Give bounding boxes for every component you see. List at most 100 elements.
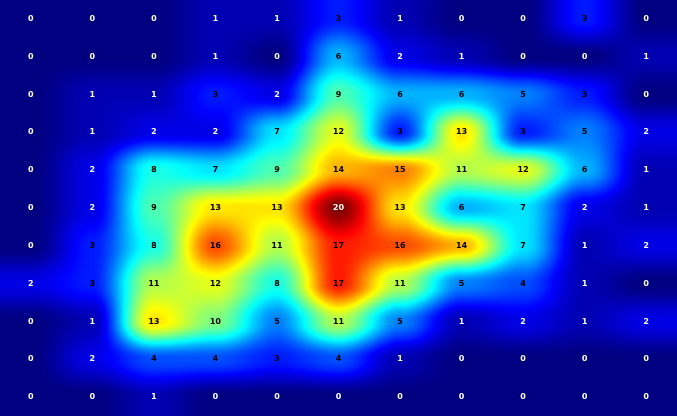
cell-value-label: 5 bbox=[458, 278, 465, 288]
cell-value-label: 11 bbox=[271, 240, 283, 250]
cell-value-label: 3 bbox=[89, 240, 96, 250]
cell-value-label: 2 bbox=[643, 127, 649, 137]
cell-value-label: 13 bbox=[148, 316, 160, 326]
cell-value-label: 20 bbox=[332, 203, 345, 212]
cell-value-label: 0 bbox=[28, 89, 34, 99]
cell-value-label: 1 bbox=[274, 13, 280, 23]
cell-value-label: 1 bbox=[89, 316, 96, 326]
cell-value-label: 1 bbox=[581, 240, 588, 250]
cell-value-label: 0 bbox=[89, 51, 96, 61]
cell-value-label: 1 bbox=[151, 392, 157, 402]
cell-value-label: 0 bbox=[89, 392, 96, 402]
cell-value-label: 1 bbox=[643, 165, 649, 175]
cell-value-label: 13 bbox=[456, 127, 468, 137]
cell-value-label: 3 bbox=[274, 354, 280, 364]
cell-value-label: 2 bbox=[151, 127, 157, 137]
cell-value-label: 9 bbox=[274, 165, 280, 175]
cell-value-label: 5 bbox=[581, 127, 588, 137]
cell-value-label: 0 bbox=[28, 13, 34, 23]
cell-value-label: 3 bbox=[335, 13, 342, 23]
cell-value-label: 0 bbox=[274, 392, 280, 402]
cell-value-label: 0 bbox=[28, 127, 34, 137]
cell-value-label: 15 bbox=[394, 165, 406, 175]
cell-value-label: 0 bbox=[643, 89, 649, 99]
cell-value-label: 9 bbox=[335, 89, 342, 99]
cell-value-label: 13 bbox=[209, 203, 221, 212]
cell-value-label: 11 bbox=[332, 316, 345, 326]
cell-value-label: 16 bbox=[209, 240, 221, 250]
cell-value-label: 1 bbox=[212, 51, 219, 61]
cell-value-label: 8 bbox=[151, 240, 157, 250]
cell-value-label: 10 bbox=[209, 316, 221, 326]
cell-value-label: 7 bbox=[274, 127, 280, 137]
cell-value-label: 0 bbox=[28, 240, 34, 250]
cell-value-label: 14 bbox=[332, 165, 345, 175]
cell-value-label: 0 bbox=[520, 51, 526, 61]
cell-value-label: 4 bbox=[151, 354, 157, 364]
cell-value-label: 5 bbox=[520, 89, 526, 99]
cell-value-label: 1 bbox=[643, 203, 649, 212]
cell-value-label: 4 bbox=[520, 278, 526, 288]
cell-value-label: 1 bbox=[397, 354, 403, 364]
cell-value-label: 1 bbox=[212, 13, 219, 23]
cell-value-label: 2 bbox=[397, 51, 403, 61]
cell-value-label: 6 bbox=[458, 203, 465, 212]
cell-value-label: 2 bbox=[274, 89, 280, 99]
cell-value-label: 2 bbox=[89, 203, 96, 212]
cell-value-label: 0 bbox=[643, 13, 649, 23]
cell-value-label: 1 bbox=[458, 316, 465, 326]
cell-value-label: 3 bbox=[581, 13, 588, 23]
cell-value-label: 16 bbox=[394, 240, 406, 250]
cell-value-label: 7 bbox=[212, 165, 219, 175]
cell-value-label: 6 bbox=[581, 165, 588, 175]
cell-value-label: 0 bbox=[458, 13, 465, 23]
cell-value-label: 12 bbox=[332, 127, 345, 137]
cell-value-label: 1 bbox=[458, 51, 465, 61]
cell-value-label: 0 bbox=[151, 51, 157, 61]
cell-value-label: 0 bbox=[28, 51, 34, 61]
cell-value-label: 0 bbox=[274, 51, 280, 61]
cell-value-label: 2 bbox=[212, 127, 219, 137]
cell-value-label: 13 bbox=[271, 203, 283, 212]
cell-value-label: 0 bbox=[643, 278, 649, 288]
cell-value-label: 2 bbox=[89, 165, 96, 175]
cell-value-label: 7 bbox=[520, 240, 526, 250]
cell-value-label: 0 bbox=[581, 354, 588, 364]
cell-value-label: 0 bbox=[581, 51, 588, 61]
cell-value-label: 1 bbox=[151, 89, 157, 99]
cell-value-label: 6 bbox=[458, 89, 465, 99]
cell-value-label: 3 bbox=[212, 89, 219, 99]
cell-value-label: 6 bbox=[335, 51, 342, 61]
cell-value-label: 12 bbox=[517, 165, 529, 175]
cell-value-label: 0 bbox=[520, 13, 526, 23]
cell-value-label: 3 bbox=[89, 278, 96, 288]
cell-value-label: 2 bbox=[520, 316, 526, 326]
cell-value-label: 8 bbox=[151, 165, 157, 175]
cell-value-label: 13 bbox=[394, 203, 406, 212]
cell-value-label: 7 bbox=[520, 203, 526, 212]
cell-value-label: 5 bbox=[274, 316, 280, 326]
cell-value-label: 1 bbox=[581, 316, 588, 326]
cell-value-label: 0 bbox=[28, 392, 34, 402]
cell-value-label: 17 bbox=[332, 240, 345, 250]
cell-value-label: 3 bbox=[581, 89, 588, 99]
cell-value-label: 0 bbox=[151, 13, 157, 23]
cell-value-label: 0 bbox=[212, 392, 219, 402]
cell-value-label: 0 bbox=[520, 354, 526, 364]
cell-value-label: 1 bbox=[89, 89, 96, 99]
cell-value-label: 1 bbox=[643, 51, 649, 61]
cell-value-label: 1 bbox=[581, 278, 588, 288]
cell-value-label: 6 bbox=[397, 89, 403, 99]
cell-value-label: 0 bbox=[28, 316, 34, 326]
cell-value-label: 0 bbox=[643, 354, 649, 364]
cell-value-label: 2 bbox=[581, 203, 588, 212]
cell-value-label: 14 bbox=[456, 240, 468, 250]
cell-value-label: 2 bbox=[643, 240, 649, 250]
cell-value-label: 3 bbox=[520, 127, 526, 137]
cell-value-label: 5 bbox=[397, 316, 403, 326]
cell-value-label: 0 bbox=[335, 392, 342, 402]
cell-value-label: 0 bbox=[28, 165, 34, 175]
cell-value-label: 4 bbox=[212, 354, 219, 364]
